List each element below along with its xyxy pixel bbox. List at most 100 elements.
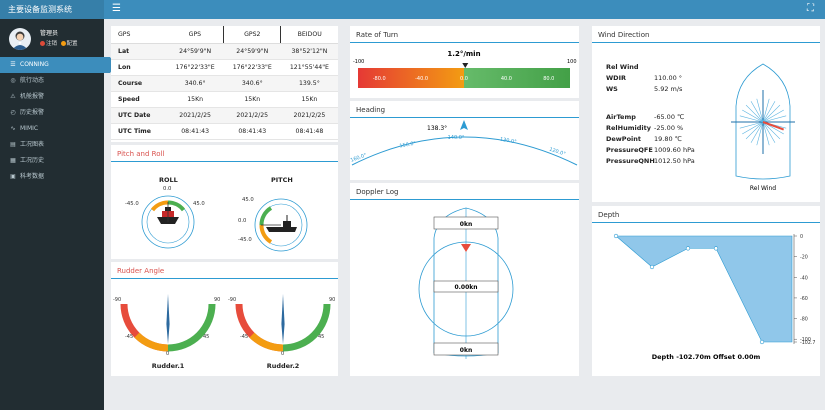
depth-point <box>649 264 655 270</box>
rudder1-tick-bottom: 0 <box>166 351 169 357</box>
rot-tick-label: 40.0 <box>501 76 512 82</box>
rot-tick-label: 80.0 <box>543 76 554 82</box>
sidebar: 管理员 注销 配置 ☰ CONNING ◎ 航行动态 ⚠ 机舱报警 ◴ 历史报警 ∿ MIMIC ▤… <box>0 19 110 410</box>
sidebar-item-3[interactable]: ◴ 历史报警 <box>0 105 104 121</box>
pressure-qnh-value: 1012.50 hPa <box>654 157 695 165</box>
table-row: Lat 24°59'9"N 24°59'9"N 38°52'12"N <box>111 43 338 60</box>
rate-of-turn-panel: Rate of Turn 1.2°/min -100 100 -80.0 -40.… <box>350 26 579 98</box>
depth-tick-label: -80 <box>800 317 808 323</box>
doppler-stern-speed: 0kn <box>460 347 472 354</box>
depth-chart: 0 -20 -40 -60 -80 -100-102.7 Depth -102.70m O… <box>613 233 815 361</box>
sidebar-item-4[interactable]: ∿ MIMIC <box>0 121 104 137</box>
pitch-roll-title: Pitch and Roll <box>111 145 338 162</box>
pulse-icon: ∿ <box>10 125 16 132</box>
depth-title: Depth <box>592 206 820 223</box>
rudder1-tick-mid-right: 45 <box>203 334 209 340</box>
sidebar-nav: ☰ CONNING ◎ 航行动态 ⚠ 机舱报警 ◴ 历史报警 ∿ MIMIC ▤ 工况图表 ▦ 工况历史 ▣… <box>0 57 110 185</box>
gps-cell: 340.6° <box>166 75 224 92</box>
sidebar-item-5[interactable]: ▤ 工况图表 <box>0 137 104 153</box>
fullscreen-icon[interactable]: ⛶ <box>807 3 814 14</box>
heading-title: Heading <box>350 101 579 118</box>
pressure-qnh-label: PressureQNH <box>606 157 655 165</box>
pitch-roll-gauges <box>141 195 308 252</box>
rudder-title: Rudder Angle <box>111 262 338 279</box>
sidebar-item-0[interactable]: ☰ CONNING <box>0 57 110 73</box>
table-row: UTC Time 08:41:43 08:41:43 08:41:48 <box>111 123 338 140</box>
rudder1-tick-mid-left: -45 <box>125 334 133 340</box>
table-row: Course 340.6° 340.6° 139.5° <box>111 75 338 92</box>
hamburger-menu-icon[interactable]: ☰ <box>112 3 121 14</box>
rot-tick-label: -80.0 <box>373 76 386 82</box>
history-icon: ◴ <box>10 109 16 116</box>
gps-cell: 139.5° <box>280 75 338 92</box>
gps-cell: 176°22'33"E <box>166 59 224 76</box>
gps-cell: 15Kn <box>223 91 281 108</box>
top-bar: 主要设备监测系统 ☰ ⛶ <box>0 0 825 19</box>
table-row: Speed 15Kn 15Kn 15Kn <box>111 91 338 108</box>
user-panel: 管理员 注销 配置 <box>0 19 104 57</box>
settings-link[interactable]: 配置 <box>66 41 78 47</box>
doppler-stern-box <box>433 342 499 356</box>
rel-wind-caption: Rel Wind <box>750 185 776 192</box>
table-icon: ▦ <box>10 157 16 164</box>
rudder1-label: Rudder.1 <box>152 362 185 370</box>
depth-point <box>685 246 691 251</box>
sidebar-item-1[interactable]: ◎ 航行动态 <box>0 73 104 89</box>
sidebar-item-7[interactable]: ▣ 科考数据 <box>0 169 104 185</box>
logout-link[interactable]: 注销 <box>46 41 58 47</box>
gps-row-label: UTC Date <box>111 107 167 124</box>
doppler-title: Doppler Log <box>350 183 579 200</box>
pitch-gauge <box>254 198 308 252</box>
rel-humidity-label: RelHumidity <box>606 124 651 132</box>
rudder2-tick-mid-left: -45 <box>240 334 248 340</box>
doppler-bow-speed: 0kn <box>460 221 472 228</box>
gps-cell: 08:41:48 <box>280 123 338 140</box>
depth-tick-label: 0 <box>800 234 803 240</box>
gps-cell: 2021/2/25 <box>166 107 224 124</box>
warning-icon: ⚠ <box>10 93 16 100</box>
heading-value: 138.3° <box>427 125 447 132</box>
gps-cell: 340.6° <box>223 75 281 92</box>
depth-point <box>613 233 619 239</box>
depth-panel: Depth 0 -20 -40 -60 -80 -100 -102.7 Depth -102… <box>592 206 820 376</box>
sidebar-item-2[interactable]: ⚠ 机舱报警 <box>0 89 104 105</box>
rudder-gauge-1 <box>120 294 216 352</box>
rudder1-tick-top-left: -90 <box>113 297 121 303</box>
roll-tick-top: 0.0 <box>163 186 172 192</box>
gps-row-label: Lon <box>111 59 167 76</box>
user-name: 管理员 <box>40 30 59 37</box>
gps-row-label: Course <box>111 75 167 92</box>
depth-tick-label: -40 <box>800 275 808 281</box>
heading-arc <box>351 136 578 166</box>
gps-row-label: Lat <box>111 43 167 60</box>
sidebar-item-6[interactable]: ▦ 工况历史 <box>0 153 104 169</box>
roll-tick-left: -45.0 <box>125 201 139 207</box>
depth-tick-label: -60 <box>800 296 808 302</box>
doppler-center-speed: 0.00kn <box>454 284 477 291</box>
sidebar-item-label: 工况历史 <box>20 157 45 164</box>
rudder-needle <box>166 294 170 344</box>
depth-tick-label: -100 <box>800 337 811 343</box>
sidebar-item-label: MIMIC <box>20 125 39 132</box>
rudder2-label: Rudder.2 <box>267 362 300 370</box>
heading-panel: Heading 160.0° 150.0° 140.0° 130.0° 120.0° 1… <box>350 101 579 180</box>
gps-row-label: Speed <box>111 91 167 108</box>
rudder-needle <box>281 294 285 344</box>
pitch-ship-icon <box>266 215 297 232</box>
pitch-roll-panel: Pitch and Roll ROLL PITCH 0.0 -45.0 45.0… <box>111 145 338 259</box>
roll-gauge <box>141 195 195 249</box>
gps-row-label: UTC Time <box>111 123 167 140</box>
chart-icon: ▤ <box>10 141 16 148</box>
sidebar-item-label: CONNING <box>20 61 49 68</box>
wind-readings: Rel Wind WDIR 110.00 ° WS 5.92 m/s AirTemp… <box>606 62 695 167</box>
pitch-tick-bottom: -45.0 <box>238 237 252 243</box>
sidebar-item-label: 航行动态 <box>20 77 45 84</box>
air-temp-label: AirTemp <box>606 113 636 121</box>
dew-point-value: 19.80 ℃ <box>654 135 682 143</box>
compass-icon: ◎ <box>10 77 16 84</box>
rot-tick-label: 0.0 <box>460 76 468 82</box>
gps-cell: 15Kn <box>280 91 338 108</box>
table-row: Lon 176°22'33"E 176°22'33"E 121°55'44"E <box>111 59 338 76</box>
pitch-label: PITCH <box>271 176 293 184</box>
rudder2-tick-top-right: 90 <box>329 297 335 303</box>
